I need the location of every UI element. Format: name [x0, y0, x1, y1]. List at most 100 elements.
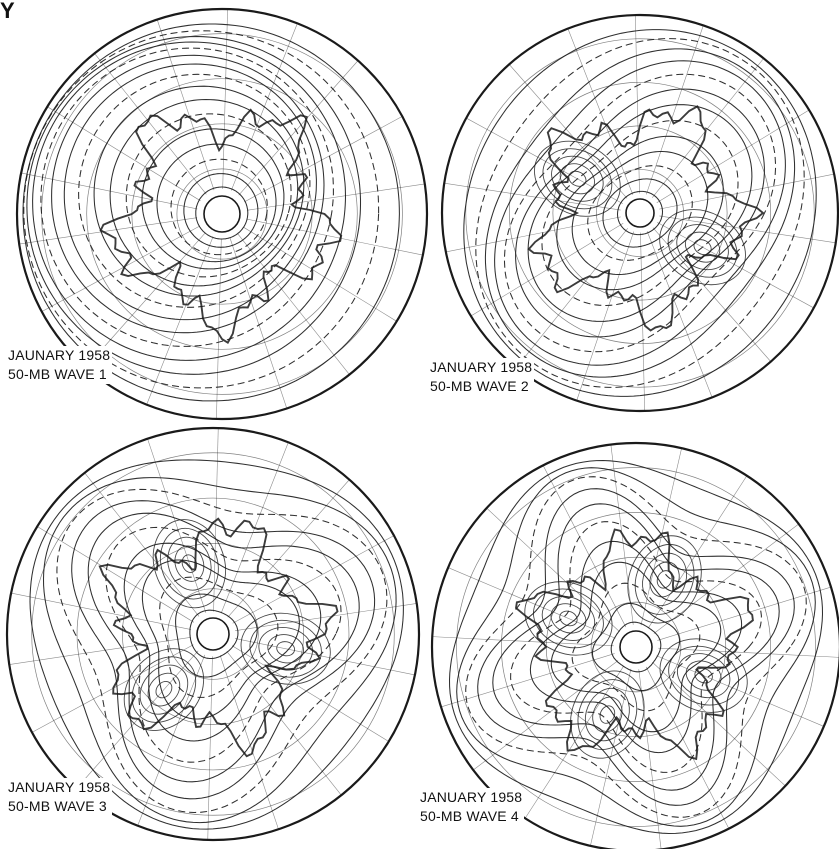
meridian-line [645, 666, 730, 829]
meridian-line [231, 645, 389, 742]
meridian-line [473, 660, 619, 771]
closed-contour-cell [541, 595, 596, 641]
meridian-line [466, 117, 623, 204]
contour-line [616, 190, 664, 236]
latitude-circle [31, 452, 395, 816]
contour-line [26, 35, 362, 375]
meridian-line [19, 217, 198, 245]
contour-line [456, 467, 816, 827]
contour-line [40, 47, 334, 347]
contour-line [125, 113, 292, 278]
meridian-line [207, 656, 213, 840]
latitude-circle [596, 169, 684, 257]
closed-contour-cell [676, 224, 729, 271]
contour-line [123, 542, 322, 742]
map-group [15, 7, 429, 421]
closed-contour-cell [568, 170, 587, 187]
contour-line [175, 593, 258, 678]
closed-contour-cell [152, 519, 226, 609]
contour-line [183, 173, 259, 248]
latitude-circles [465, 38, 815, 388]
closed-contour-cell [649, 561, 680, 598]
meridian-line [653, 523, 799, 634]
meridian-line [94, 53, 207, 195]
closed-contour-cell [550, 603, 587, 634]
corner-mark: Y [0, 0, 15, 23]
contour-line [591, 602, 681, 692]
contour-line [477, 488, 795, 806]
meridian-line [640, 448, 682, 626]
meridian-line [238, 60, 359, 196]
contour-line [510, 521, 762, 773]
wave-contours [448, 459, 824, 835]
north-pole-disk [203, 195, 241, 233]
caption-date: JANUARY 1958 [420, 789, 523, 805]
meridian-line [147, 438, 207, 613]
contour-line [494, 60, 786, 366]
contour-line [156, 143, 277, 263]
contour-line [141, 128, 285, 270]
contour-line [51, 54, 325, 334]
closed-contour-cell [685, 660, 722, 691]
contour-line [463, 29, 817, 397]
meridian-line [246, 183, 425, 211]
meridian-line [219, 655, 279, 830]
closed-contour-cell [559, 163, 595, 195]
meridian-line [486, 507, 620, 632]
latitude-circle [76, 497, 350, 771]
caption-wave-4: JANUARY 1958 50-MB WAVE 4 [418, 788, 525, 826]
contour-line [465, 476, 807, 818]
caption-level-wave: 50-MB WAVE 2 [430, 378, 529, 394]
wave-contours [463, 29, 817, 397]
meridian-line [232, 535, 395, 624]
meridian-line [652, 662, 786, 787]
caption-level-wave: 50-MB WAVE 3 [8, 798, 107, 814]
closed-contour-cell [123, 648, 205, 731]
closed-contour-cell [659, 638, 748, 713]
contour-line [93, 85, 305, 297]
contour-line [475, 38, 805, 388]
meridian-line [658, 647, 839, 658]
closed-contour-cell [592, 696, 623, 733]
closed-contour-cell [599, 705, 616, 724]
closed-contour-cell [167, 536, 212, 591]
caption-date: JANUARY 1958 [8, 779, 111, 795]
contour-line [529, 540, 743, 754]
caption-wave-2: JANUARY 1958 50-MB WAVE 2 [428, 358, 535, 396]
closed-contour-cell [668, 645, 739, 706]
meridian-line [445, 216, 621, 253]
closed-contour-cell [627, 535, 702, 624]
closed-contour-cell [147, 672, 181, 707]
contour-line [515, 88, 765, 338]
meridian-line [146, 237, 214, 405]
coastline [99, 108, 343, 345]
meridian-line [640, 232, 645, 411]
contour-line [448, 459, 824, 835]
meridian-line [638, 669, 662, 849]
contour-line [109, 98, 299, 287]
meridian-line [246, 218, 423, 256]
meridian-line [659, 173, 835, 210]
meridian-line [656, 655, 825, 727]
closed-contour-cell [570, 670, 645, 759]
meridian-line [243, 226, 397, 322]
north-pole-disk [619, 630, 653, 664]
closed-contour-cell [559, 610, 578, 627]
contour-line [32, 41, 347, 361]
coastline [514, 528, 754, 761]
contour-line [170, 158, 268, 256]
contour-line [503, 73, 777, 353]
latitude-circle [41, 33, 403, 395]
meridian-line [447, 567, 616, 639]
contour-line [42, 477, 397, 824]
meridian-line [216, 239, 222, 419]
latitude-circle [456, 467, 816, 827]
contour-line [141, 559, 300, 720]
contour-line [195, 186, 249, 240]
contour-line [541, 119, 739, 307]
meridian-line [542, 465, 627, 628]
meridian-line [576, 231, 635, 401]
closed-contour-cell [534, 140, 621, 217]
